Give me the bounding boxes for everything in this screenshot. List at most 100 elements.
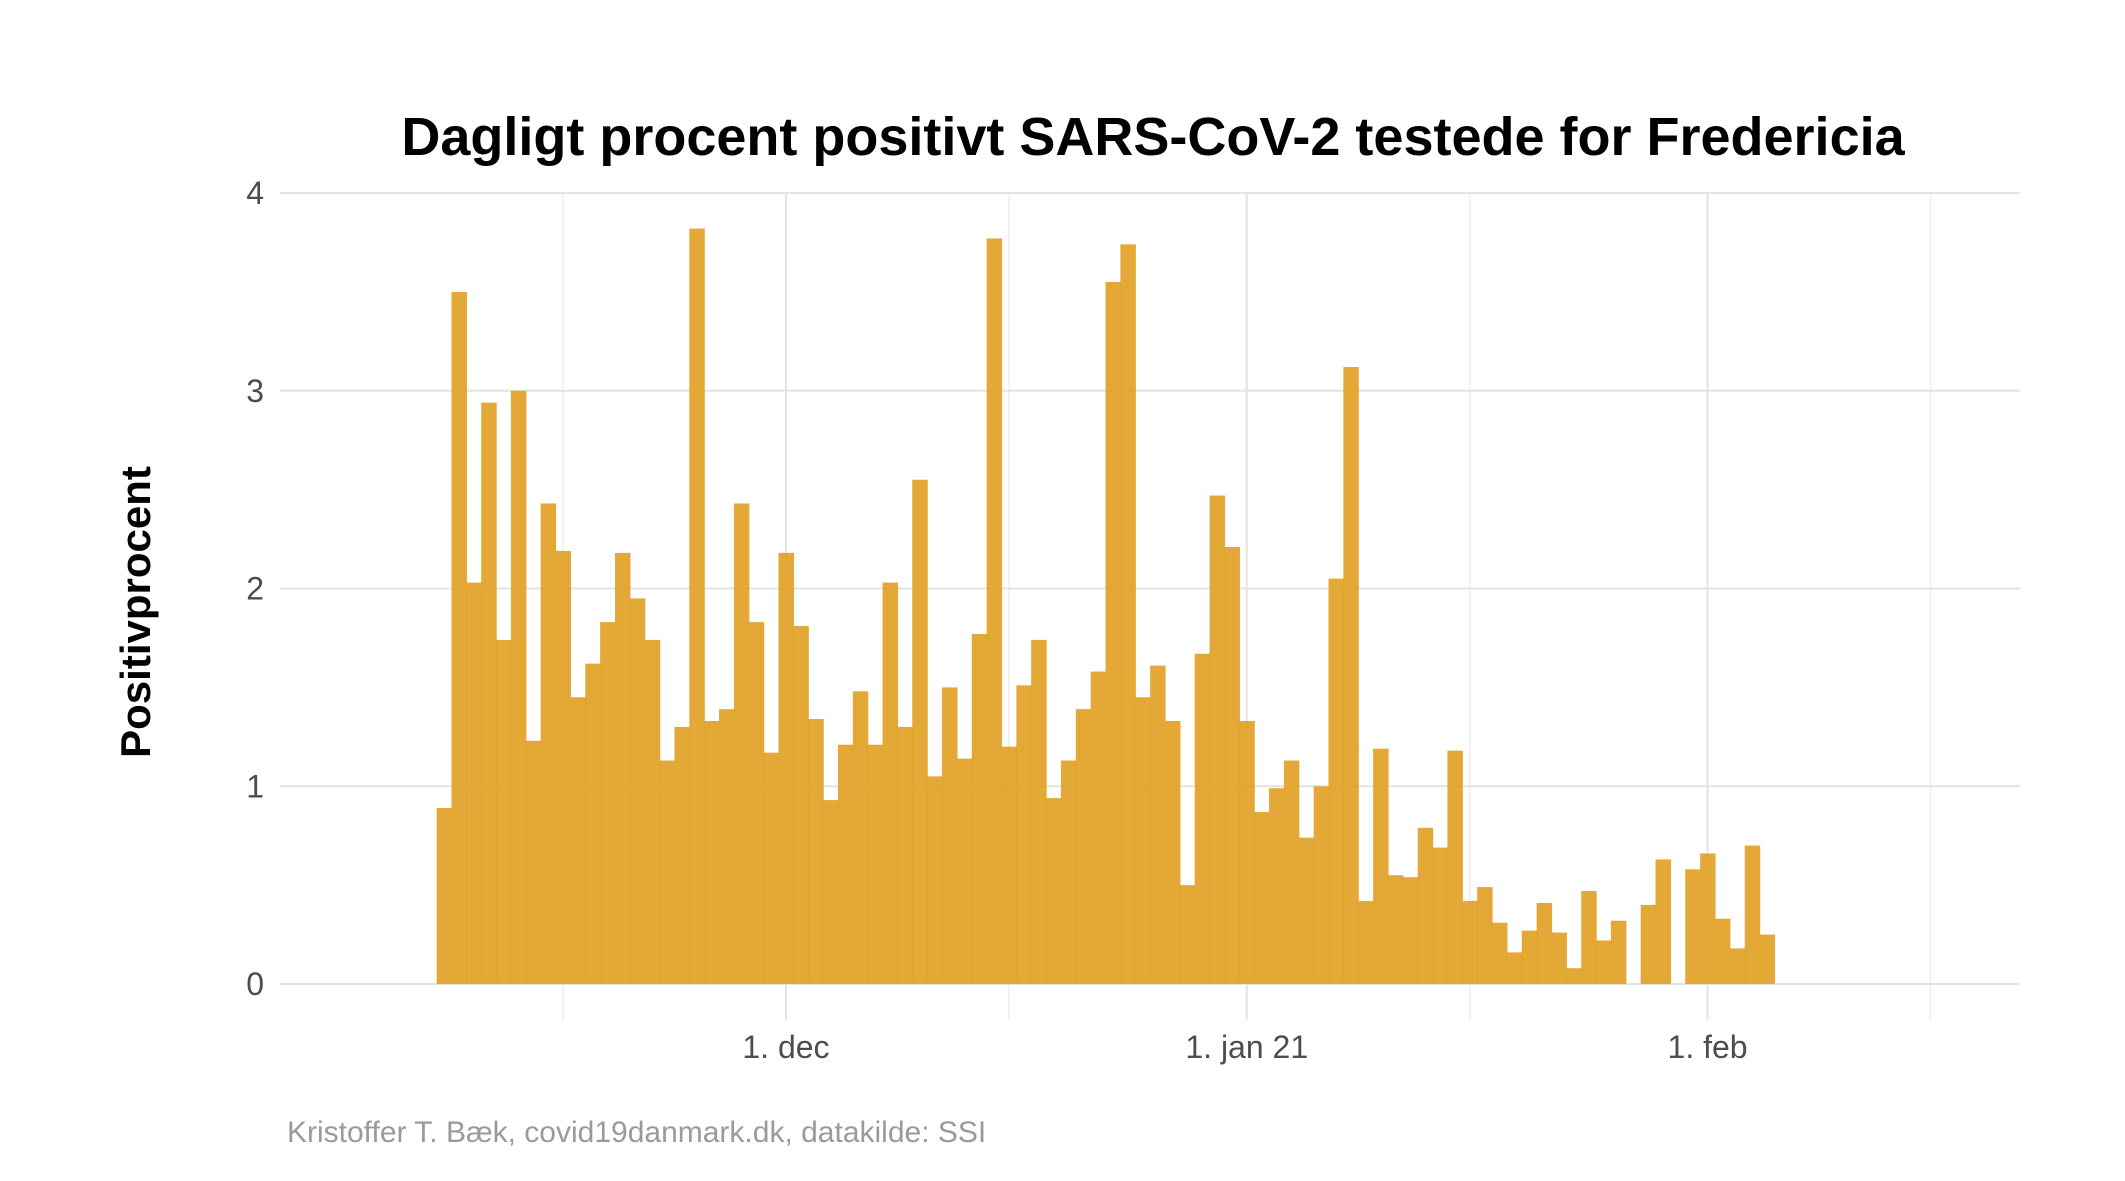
bar <box>1477 887 1493 984</box>
bar <box>897 726 913 984</box>
y-tick-label: 0 <box>246 966 264 1002</box>
bar <box>1150 665 1166 984</box>
y-tick-label: 2 <box>246 571 264 607</box>
bar <box>1759 934 1776 984</box>
bar <box>1447 750 1463 984</box>
bar <box>1209 495 1226 984</box>
bar <box>1031 639 1047 984</box>
y-tick-label: 1 <box>246 768 264 804</box>
bar <box>1075 709 1092 984</box>
bar <box>971 633 988 984</box>
bar <box>496 639 512 984</box>
bar <box>1655 859 1671 984</box>
bar <box>1551 932 1567 984</box>
bar <box>659 760 676 984</box>
bar <box>1610 920 1627 984</box>
bar <box>1640 904 1657 984</box>
bar <box>600 622 616 984</box>
bar <box>778 552 794 984</box>
bar <box>1715 918 1731 984</box>
bar <box>555 550 571 984</box>
bar <box>1581 891 1597 984</box>
bar <box>1387 875 1404 984</box>
bar <box>1179 885 1196 985</box>
y-axis-title: Positivprocent <box>112 466 159 758</box>
bar <box>1090 671 1107 984</box>
bar <box>1120 244 1136 984</box>
bar <box>1165 720 1181 984</box>
bar <box>1283 760 1300 984</box>
bar <box>510 390 527 984</box>
bar <box>1685 869 1701 984</box>
bar <box>823 800 839 984</box>
bar <box>1016 685 1032 984</box>
bar <box>1521 930 1538 984</box>
bar <box>615 552 631 984</box>
bar <box>986 238 1003 985</box>
bar <box>466 582 482 984</box>
bar <box>1417 827 1434 984</box>
bar <box>927 776 943 984</box>
bar <box>837 744 854 984</box>
bar <box>1046 798 1062 984</box>
bar-series <box>436 228 1776 985</box>
bar <box>1358 900 1374 984</box>
x-tick-label: 1. jan 21 <box>1185 1029 1308 1065</box>
bar <box>1744 845 1761 984</box>
bar <box>704 720 720 984</box>
bar <box>793 626 809 984</box>
bar <box>1269 788 1285 984</box>
bar <box>540 503 557 984</box>
bar <box>1700 853 1716 984</box>
bar <box>1432 847 1449 984</box>
bar <box>1566 968 1582 984</box>
chart-caption: Kristoffer T. Bæk, covid19danmark.dk, da… <box>287 1116 986 1149</box>
bar <box>1328 578 1344 984</box>
bar <box>1135 697 1151 984</box>
bar <box>1239 720 1255 984</box>
bar <box>882 582 899 984</box>
bar <box>1001 746 1017 984</box>
bar <box>733 503 750 984</box>
bar <box>1596 940 1612 984</box>
bar <box>1313 786 1330 984</box>
bar <box>719 709 735 984</box>
bar <box>942 687 958 985</box>
bar <box>451 291 467 985</box>
bar <box>956 758 973 984</box>
bar <box>1402 877 1419 984</box>
bar <box>1506 952 1523 984</box>
x-tick-label: 1. dec <box>742 1029 829 1065</box>
bar <box>1105 281 1121 984</box>
bar <box>436 808 453 984</box>
bar <box>689 228 705 985</box>
bar <box>748 622 765 984</box>
chart-title: Dagligt procent positivt SARS-CoV-2 test… <box>401 107 1905 167</box>
bar <box>644 639 661 984</box>
bar <box>1462 900 1478 984</box>
bar <box>763 752 780 984</box>
bar <box>674 726 690 984</box>
y-tick-label: 4 <box>246 175 264 211</box>
bar <box>852 691 869 984</box>
x-tick-label: 1. feb <box>1668 1029 1748 1065</box>
bar <box>481 402 497 984</box>
y-tick-label: 3 <box>246 373 264 409</box>
bar <box>867 744 884 984</box>
bar <box>1254 811 1270 984</box>
bar <box>585 663 601 984</box>
bar <box>808 719 824 984</box>
bar <box>1343 367 1359 984</box>
bar <box>1729 948 1746 984</box>
x-axis-tick-labels: 1. dec 1. jan 21 1. feb <box>742 1029 1747 1065</box>
bar <box>629 598 646 984</box>
bar <box>1060 760 1077 984</box>
bar <box>1194 653 1211 984</box>
bar <box>570 697 586 984</box>
bar <box>1536 902 1553 984</box>
bar <box>912 479 928 984</box>
bar <box>1492 922 1508 984</box>
bar <box>525 740 542 984</box>
